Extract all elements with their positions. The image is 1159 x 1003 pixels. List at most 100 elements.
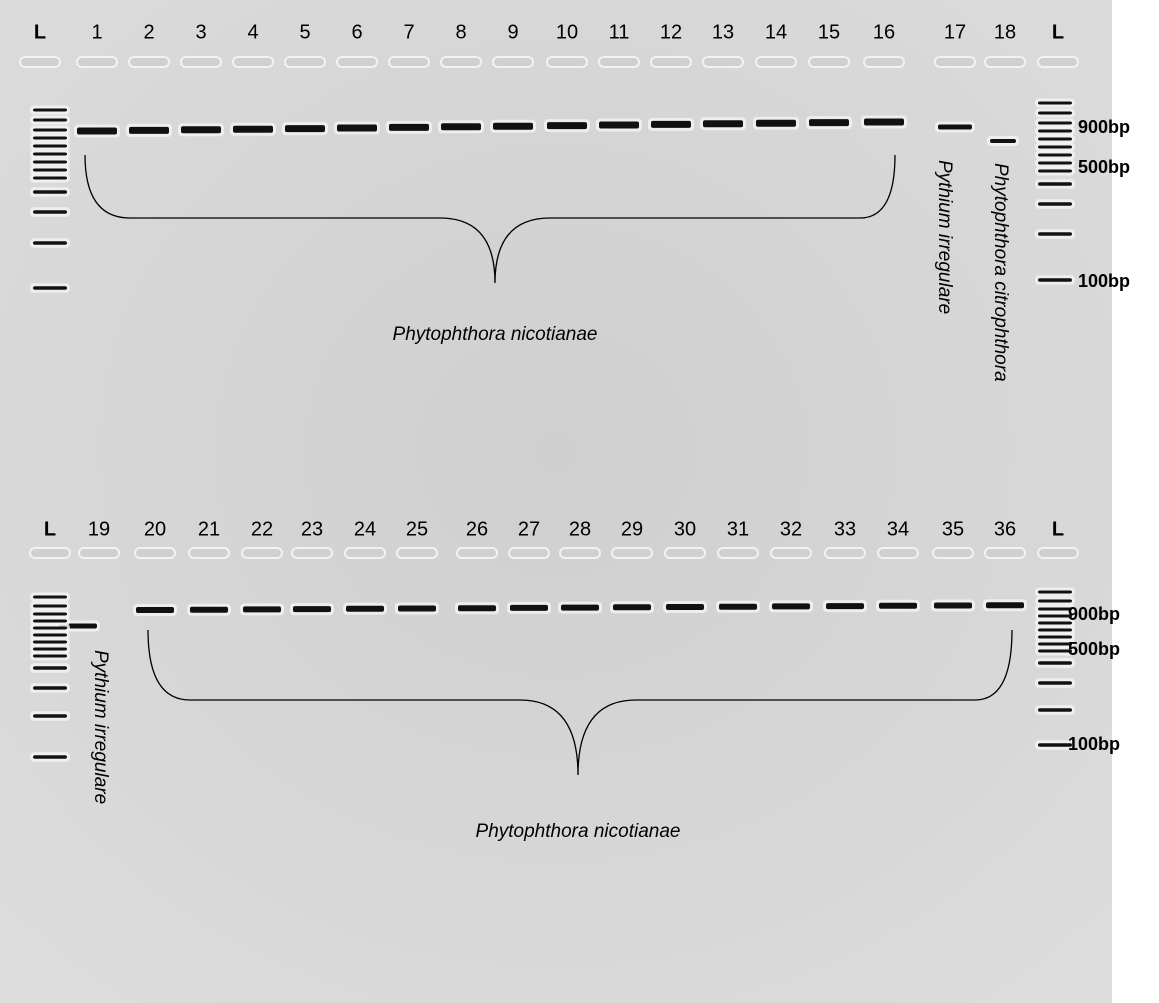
band bbox=[33, 613, 67, 616]
band bbox=[136, 607, 174, 613]
band bbox=[1038, 708, 1072, 712]
well bbox=[985, 57, 1025, 67]
group-label: Phytophthora nicotianae bbox=[476, 821, 681, 842]
well bbox=[493, 57, 533, 67]
well bbox=[547, 57, 587, 67]
band bbox=[33, 641, 67, 644]
well bbox=[864, 57, 904, 67]
band bbox=[1038, 138, 1072, 141]
lane-label: 24 bbox=[354, 518, 376, 540]
well bbox=[771, 548, 811, 558]
band bbox=[1038, 154, 1072, 157]
lane-label: 34 bbox=[887, 518, 909, 540]
band bbox=[33, 605, 67, 608]
band bbox=[233, 126, 273, 133]
lane-label: 7 bbox=[403, 21, 414, 43]
band bbox=[1038, 650, 1072, 653]
band bbox=[986, 602, 1024, 608]
band bbox=[1038, 643, 1072, 646]
band bbox=[33, 755, 67, 759]
gel bbox=[0, 0, 1112, 1003]
band bbox=[243, 606, 281, 612]
band bbox=[1038, 608, 1072, 611]
band bbox=[285, 125, 325, 132]
well bbox=[599, 57, 639, 67]
lane-label: 1 bbox=[91, 21, 102, 43]
well bbox=[20, 57, 60, 67]
band bbox=[493, 123, 533, 130]
lane-label: 25 bbox=[406, 518, 428, 540]
lane-label: 14 bbox=[765, 21, 787, 43]
lane-label: 6 bbox=[351, 21, 362, 43]
lane-label: 13 bbox=[712, 21, 734, 43]
band bbox=[33, 129, 67, 132]
band bbox=[703, 120, 743, 127]
band bbox=[33, 210, 67, 214]
band bbox=[864, 119, 904, 126]
band bbox=[879, 603, 917, 609]
well bbox=[242, 548, 282, 558]
band bbox=[33, 153, 67, 156]
lane-label: 20 bbox=[144, 518, 166, 540]
lane-label: 21 bbox=[198, 518, 220, 540]
lane-label: 18 bbox=[994, 21, 1016, 43]
gel-figure: L123456789101112131415161718L900bp500bp1… bbox=[0, 0, 1159, 1003]
band bbox=[33, 666, 67, 670]
well bbox=[878, 548, 918, 558]
well bbox=[509, 548, 549, 558]
lane-label: 28 bbox=[569, 518, 591, 540]
band bbox=[33, 145, 67, 148]
well bbox=[612, 548, 652, 558]
band bbox=[33, 286, 67, 290]
band bbox=[77, 128, 117, 135]
lane-label: 32 bbox=[780, 518, 802, 540]
well bbox=[560, 548, 600, 558]
band bbox=[33, 620, 67, 623]
band bbox=[1038, 600, 1072, 603]
band bbox=[33, 190, 67, 194]
marker-label: 100bp bbox=[1078, 271, 1130, 291]
band bbox=[33, 161, 67, 164]
well bbox=[30, 548, 70, 558]
band bbox=[33, 169, 67, 172]
band bbox=[33, 119, 67, 122]
band bbox=[293, 606, 331, 612]
well bbox=[756, 57, 796, 67]
lane-label: L bbox=[34, 21, 46, 43]
well bbox=[233, 57, 273, 67]
well bbox=[718, 548, 758, 558]
marker-label: 500bp bbox=[1068, 639, 1120, 659]
band bbox=[1038, 130, 1072, 133]
group-label: Phytophthora nicotianae bbox=[393, 324, 598, 345]
well bbox=[441, 57, 481, 67]
well bbox=[457, 548, 497, 558]
well bbox=[397, 548, 437, 558]
band bbox=[1038, 278, 1072, 282]
band bbox=[33, 627, 67, 630]
band bbox=[389, 124, 429, 131]
band bbox=[719, 604, 757, 610]
well bbox=[79, 548, 119, 558]
lane-label: 8 bbox=[455, 21, 466, 43]
marker-label: 900bp bbox=[1068, 604, 1120, 624]
band bbox=[33, 596, 67, 599]
lane-label: 4 bbox=[247, 21, 258, 43]
band bbox=[547, 122, 587, 129]
band bbox=[1038, 636, 1072, 639]
band bbox=[181, 126, 221, 133]
band bbox=[33, 137, 67, 140]
lane-label: 35 bbox=[942, 518, 964, 540]
band bbox=[33, 648, 67, 651]
well bbox=[651, 57, 691, 67]
marker-label: 900bp bbox=[1078, 117, 1130, 137]
well bbox=[189, 548, 229, 558]
band bbox=[33, 686, 67, 690]
well bbox=[825, 548, 865, 558]
band bbox=[1038, 629, 1072, 632]
band bbox=[337, 125, 377, 132]
band bbox=[1038, 122, 1072, 125]
band bbox=[1038, 661, 1072, 665]
well bbox=[345, 548, 385, 558]
well bbox=[292, 548, 332, 558]
band bbox=[1038, 102, 1072, 105]
